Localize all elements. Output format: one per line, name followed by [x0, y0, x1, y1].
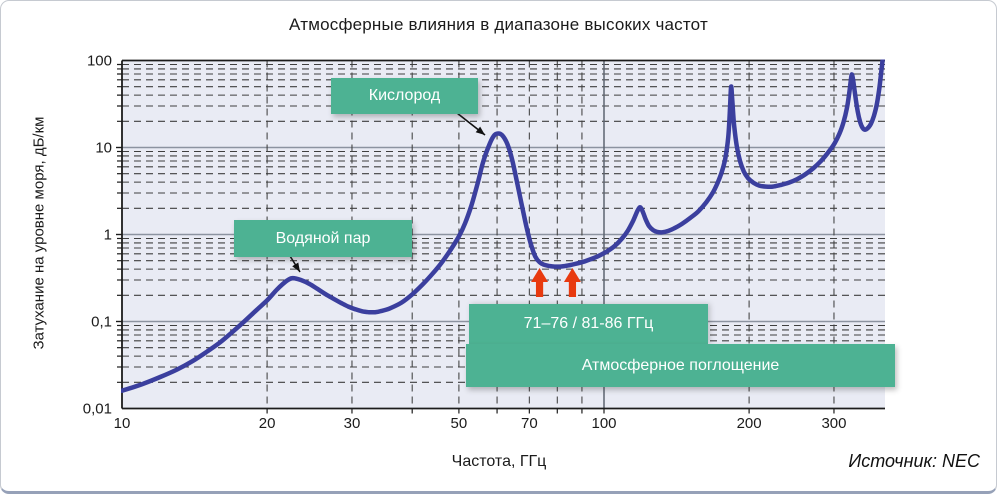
oxygen-pointer-arrow-icon: [475, 126, 485, 135]
frequency-band-label-box: 71–76 / 81-86 ГГц: [469, 304, 708, 344]
x-tick-label: 200: [736, 415, 762, 432]
x-tick-label: 50: [450, 415, 468, 432]
source-label: Источник: NEC: [848, 451, 980, 471]
band-arrow-icon: [563, 268, 581, 297]
x-tick-label: 300: [821, 415, 847, 432]
chart-title: Атмосферные влияния в диапазоне высоких …: [289, 15, 708, 34]
oxygen-label-box: Кислород: [331, 78, 478, 114]
x-tick-label: 70: [520, 415, 538, 432]
x-axis-label: Частота, ГГц: [451, 453, 547, 470]
absorption-label: Атмосферное поглощение: [581, 356, 780, 374]
water-vapor-pointer-arrow-icon: [292, 262, 300, 272]
y-tick-label: 1: [103, 226, 112, 243]
x-tick-label: 100: [591, 415, 617, 432]
x-tick-label: 10: [113, 415, 131, 432]
y-tick-label: 100: [86, 52, 112, 69]
water-vapor-label-box: Водяной пар: [234, 220, 412, 257]
water-vapor-label: Водяной пар: [275, 229, 371, 247]
band-arrow-icon: [531, 268, 549, 297]
y-tick-label: 10: [95, 139, 112, 156]
attenuation-curve: [121, 59, 885, 393]
x-tick-label: 30: [343, 415, 361, 432]
y-tick-label: 0,1: [91, 313, 112, 330]
absorption-label-box: Атмосферное поглощение: [466, 344, 895, 387]
oxygen-label: Кислород: [368, 87, 441, 104]
x-tick-label: 20: [258, 415, 276, 432]
y-tick-label: 0,01: [82, 400, 112, 417]
frequency-band-label: 71–76 / 81-86 ГГц: [523, 315, 654, 332]
